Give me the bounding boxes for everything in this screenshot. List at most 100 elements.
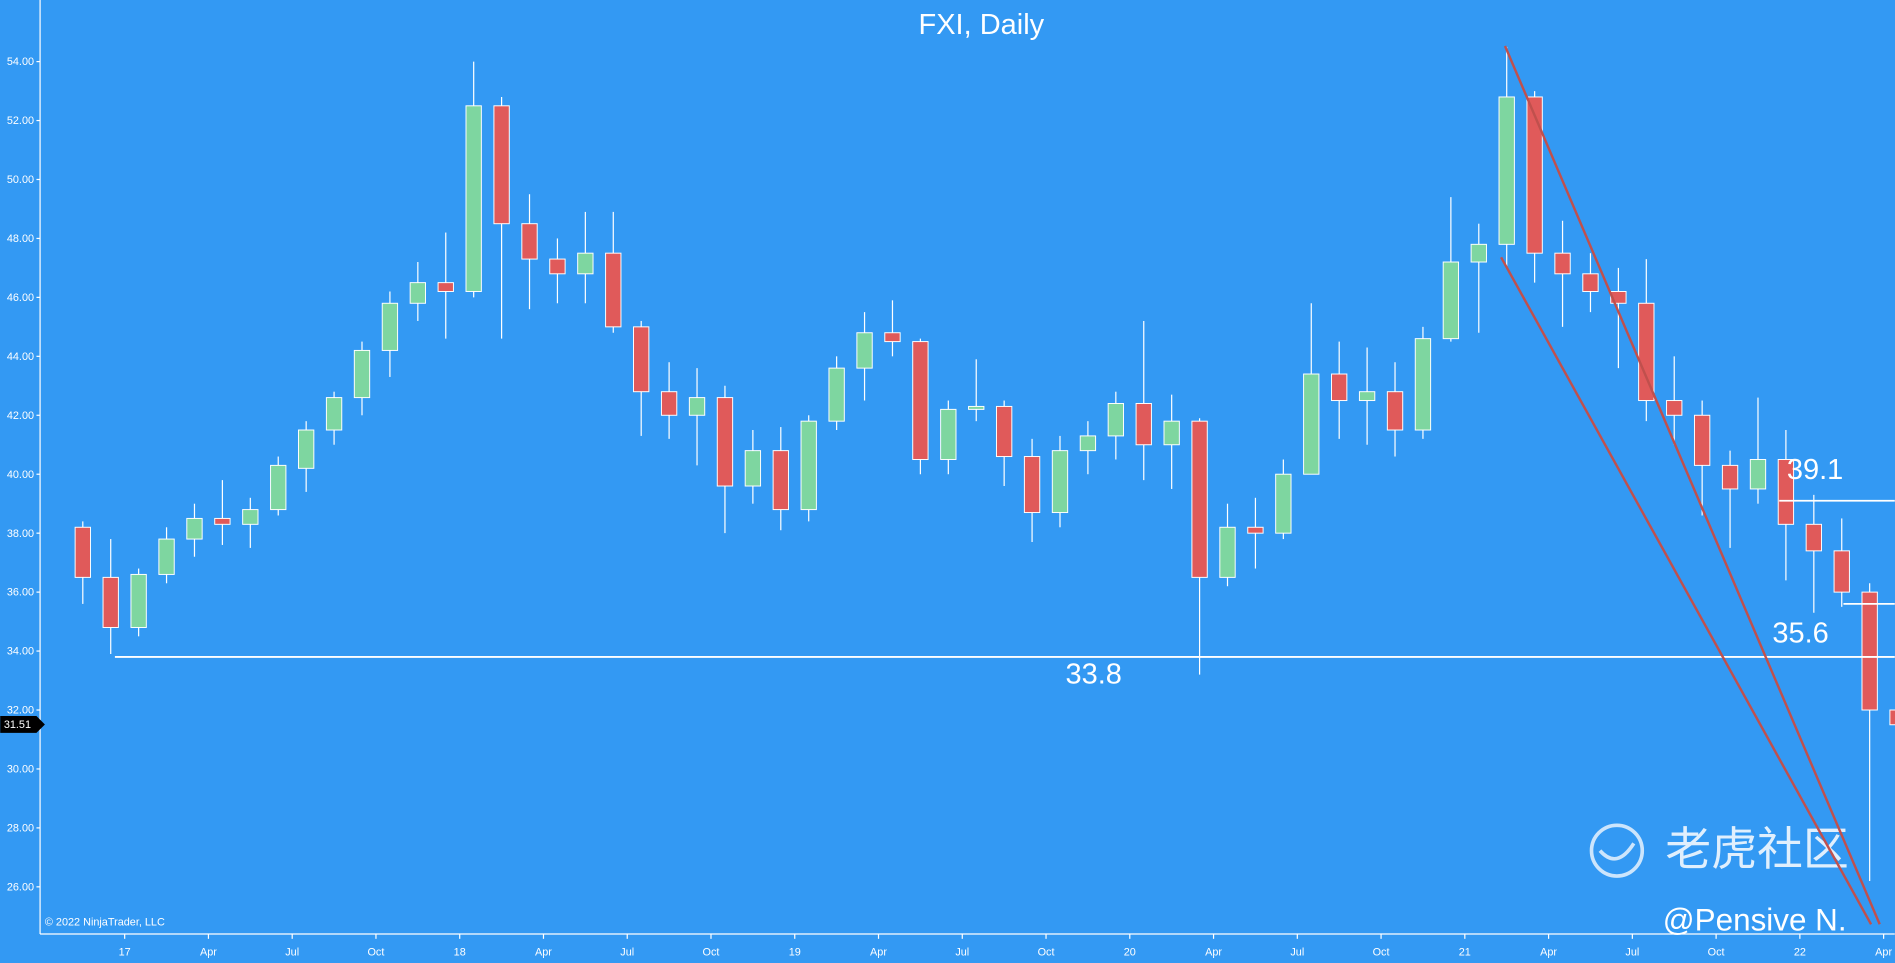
x-tick-label: Jul bbox=[620, 947, 634, 959]
candle-body bbox=[270, 464, 287, 511]
copyright: © 2022 NinjaTrader, LLC bbox=[45, 917, 165, 929]
candle-body bbox=[1331, 373, 1348, 402]
candle-body bbox=[1386, 391, 1404, 431]
candle-body bbox=[1582, 273, 1599, 292]
candle-body bbox=[353, 349, 371, 399]
last-price-tag bbox=[0, 715, 45, 733]
candle-body bbox=[1163, 420, 1180, 446]
x-tick-label: Oct bbox=[1708, 947, 1725, 959]
y-tick-label: 50.00 bbox=[7, 174, 34, 186]
candles bbox=[74, 46, 1895, 881]
candle-body bbox=[1526, 96, 1543, 254]
y-tick-label: 28.00 bbox=[7, 823, 34, 835]
candle-body bbox=[1861, 591, 1878, 711]
candle-body bbox=[688, 397, 706, 416]
candle-body bbox=[1749, 459, 1767, 490]
chart-title: FXI, Daily bbox=[919, 9, 1045, 41]
candle-body bbox=[1777, 459, 1795, 525]
candle-body bbox=[1470, 243, 1487, 263]
candle-body bbox=[1219, 526, 1236, 578]
candle-body bbox=[1805, 523, 1822, 552]
candle-body bbox=[437, 282, 454, 292]
y-tick-label: 48.00 bbox=[7, 233, 34, 245]
candle-body bbox=[856, 332, 873, 369]
candle-body bbox=[214, 517, 231, 525]
candle-body bbox=[800, 420, 817, 511]
candle-body bbox=[1191, 420, 1208, 578]
y-tick-label: 40.00 bbox=[7, 469, 34, 481]
x-tick-label: 18 bbox=[454, 947, 466, 959]
candle-body bbox=[1247, 526, 1264, 534]
candle-body bbox=[521, 223, 538, 260]
candle-body bbox=[772, 450, 789, 511]
y-tick-label: 52.00 bbox=[7, 115, 34, 127]
candle-body bbox=[1721, 464, 1739, 490]
candle-body bbox=[1610, 291, 1627, 304]
x-tick-label: Apr bbox=[200, 947, 217, 959]
y-tick-label: 36.00 bbox=[7, 587, 34, 599]
candle-body bbox=[409, 282, 426, 304]
candle-body bbox=[577, 252, 594, 275]
candle-body bbox=[912, 341, 929, 460]
candle-body bbox=[1833, 550, 1850, 593]
x-tick-label: Oct bbox=[1038, 947, 1055, 959]
candle-body bbox=[1638, 302, 1655, 402]
candle-body bbox=[660, 391, 678, 416]
y-tick-label: 44.00 bbox=[7, 351, 34, 363]
candle-body bbox=[633, 326, 650, 393]
logo-mark bbox=[1598, 842, 1636, 861]
x-tick-label: Apr bbox=[1875, 947, 1892, 959]
x-tick-label: 17 bbox=[119, 947, 131, 959]
x-tick-label: Apr bbox=[1205, 947, 1222, 959]
reference-label: 39.1 bbox=[1787, 454, 1843, 486]
x-tick-label: 22 bbox=[1794, 947, 1806, 959]
y-tick-label: 54.00 bbox=[7, 56, 34, 68]
watermark: 老虎社区 bbox=[1665, 823, 1849, 875]
y-tick-label: 46.00 bbox=[7, 292, 34, 304]
candle-body bbox=[549, 258, 566, 275]
candle-body bbox=[1275, 473, 1292, 534]
candle-body bbox=[1358, 391, 1376, 402]
candle-body bbox=[1554, 252, 1571, 275]
x-tick-label: 20 bbox=[1124, 947, 1136, 959]
candle-body bbox=[995, 405, 1013, 458]
reference-label: 35.6 bbox=[1772, 618, 1828, 650]
candle-body bbox=[1135, 403, 1152, 446]
y-tick-label: 38.00 bbox=[7, 528, 34, 540]
candle-body bbox=[940, 408, 957, 460]
x-tick-label: Jul bbox=[1290, 947, 1304, 959]
candle-body bbox=[1442, 261, 1460, 340]
candle-body bbox=[242, 509, 259, 525]
candle-body bbox=[74, 526, 91, 578]
x-tick-label: Jul bbox=[285, 947, 299, 959]
candle-body bbox=[1498, 96, 1515, 245]
candle-body bbox=[186, 517, 203, 540]
y-tick-label: 30.00 bbox=[7, 764, 34, 776]
candle-body bbox=[1079, 435, 1097, 452]
y-tick-label: 34.00 bbox=[7, 646, 34, 658]
candle-body bbox=[325, 397, 343, 431]
watermark-logo bbox=[1589, 823, 1645, 878]
candle-body bbox=[158, 538, 175, 575]
reference-label: 33.8 bbox=[1065, 659, 1121, 691]
x-tick-label: Oct bbox=[1373, 947, 1390, 959]
candle-body bbox=[1023, 456, 1041, 514]
candle-body bbox=[1414, 338, 1432, 431]
y-tick-label: 32.00 bbox=[7, 705, 34, 717]
logo-ring bbox=[1589, 823, 1645, 878]
y-tick-label: 42.00 bbox=[7, 410, 34, 422]
x-tick-label: 19 bbox=[789, 947, 801, 959]
trend-line bbox=[1500, 256, 1873, 925]
x-tick-label: Oct bbox=[368, 947, 385, 959]
candle-body bbox=[1051, 450, 1069, 514]
x-tick-label: Apr bbox=[1540, 947, 1557, 959]
x-tick-label: Jul bbox=[1625, 947, 1639, 959]
candle-body bbox=[716, 397, 734, 487]
x-tick-label: Apr bbox=[535, 947, 552, 959]
trend-line bbox=[1503, 45, 1881, 925]
x-tick-label: Jul bbox=[955, 947, 969, 959]
candle-body bbox=[465, 105, 482, 292]
